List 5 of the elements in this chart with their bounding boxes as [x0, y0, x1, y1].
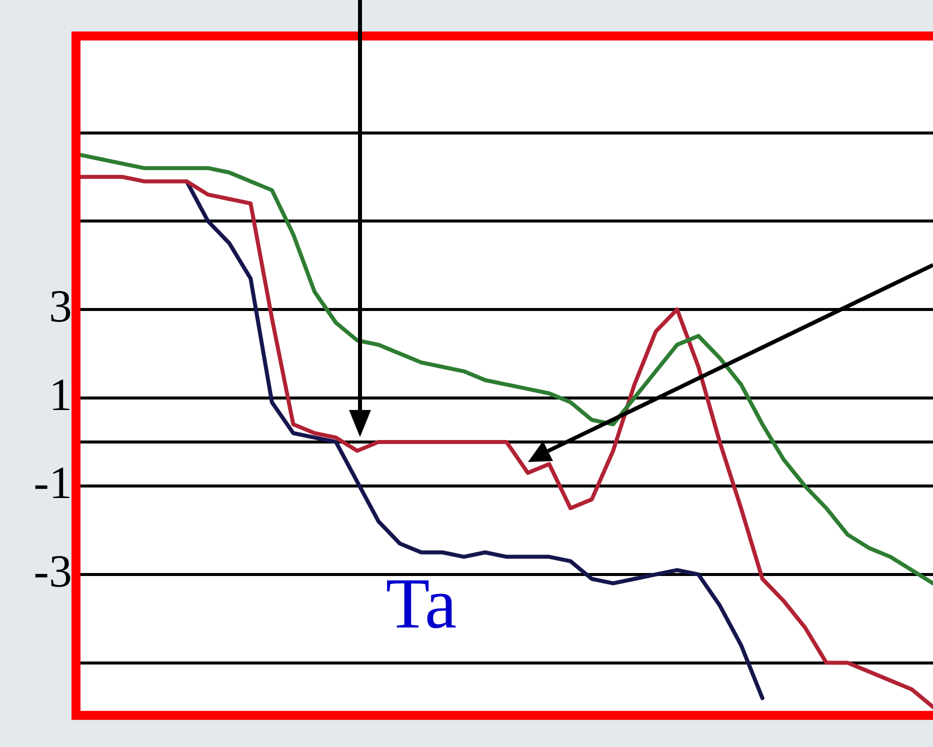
y-tick-label: -1 [34, 457, 72, 508]
y-tick-label: 1 [49, 368, 72, 420]
series-label: Ta [386, 563, 457, 644]
y-tick-label: 3 [49, 280, 72, 332]
y-tick-label: -3 [34, 546, 72, 597]
